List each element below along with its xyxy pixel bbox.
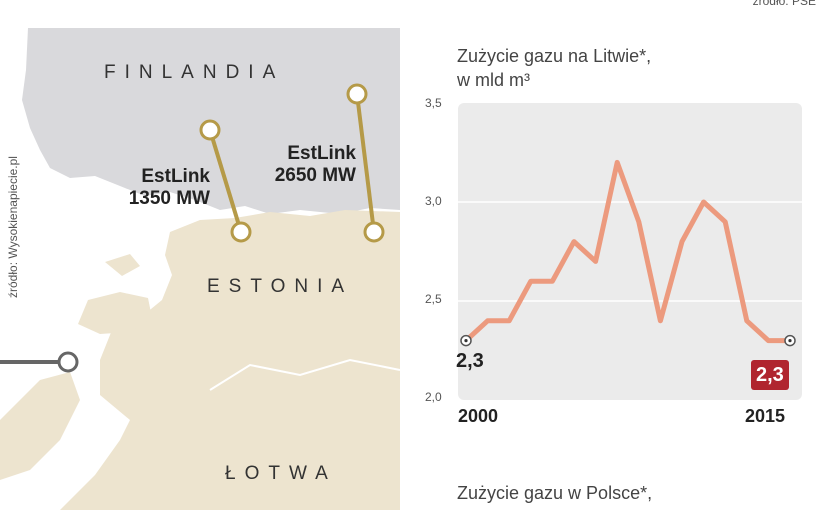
- latvia-land-west: [0, 372, 80, 480]
- link-node: [57, 351, 79, 373]
- data-point-dot: [464, 339, 468, 343]
- data-point-dot: [788, 339, 792, 343]
- top-source: źródło: PSE: [752, 0, 816, 8]
- end-value-badge: 2,3: [751, 360, 789, 390]
- island-hiiumaa: [105, 254, 140, 276]
- y-tick-label: 2,0: [425, 390, 442, 404]
- link-node: [346, 83, 368, 105]
- estlink-2-label: EstLink 2650 MW: [244, 143, 356, 187]
- start-value-label: 2,3: [456, 350, 484, 372]
- estlink-1-label: EstLink 1350 MW: [96, 166, 210, 210]
- estlink-2-name: EstLink: [287, 143, 356, 164]
- estlink-2-capacity: 2650 MW: [274, 165, 356, 186]
- x-tick-start: 2000: [458, 406, 499, 426]
- y-tick-label: 2,5: [425, 292, 442, 306]
- y-tick-label: 3,5: [425, 96, 442, 110]
- estlink-1-capacity: 1350 MW: [128, 188, 210, 209]
- chart-title-line1: Zużycie gazu na Litwie*,: [457, 46, 652, 66]
- link-node: [199, 119, 221, 141]
- next-chart-title: Zużycie gazu w Polsce*,: [457, 483, 653, 503]
- x-tick-end: 2015: [745, 406, 786, 426]
- chart-title: Zużycie gazu na Litwie*, w mld m³: [457, 44, 651, 92]
- map: [0, 0, 400, 510]
- y-tick-label: 3,0: [425, 194, 442, 208]
- series-line: [464, 159, 790, 344]
- estlink-1-name: EstLink: [141, 166, 210, 187]
- country-label-finland: FINLANDIA: [104, 62, 285, 83]
- country-label-estonia: ESTONIA: [207, 276, 354, 297]
- link-node: [363, 221, 385, 243]
- link-node: [230, 221, 252, 243]
- chart-subtitle: w mld m³: [457, 70, 530, 90]
- plot-area: [458, 103, 802, 400]
- link-line-right: [355, 93, 376, 233]
- link-line-left: [208, 129, 243, 233]
- border-estonia-latvia: [209, 358, 400, 391]
- island-saaremaa: [78, 292, 152, 334]
- estonia-latvia-land: [60, 210, 400, 510]
- country-label-latvia: ŁOTWA: [225, 463, 337, 484]
